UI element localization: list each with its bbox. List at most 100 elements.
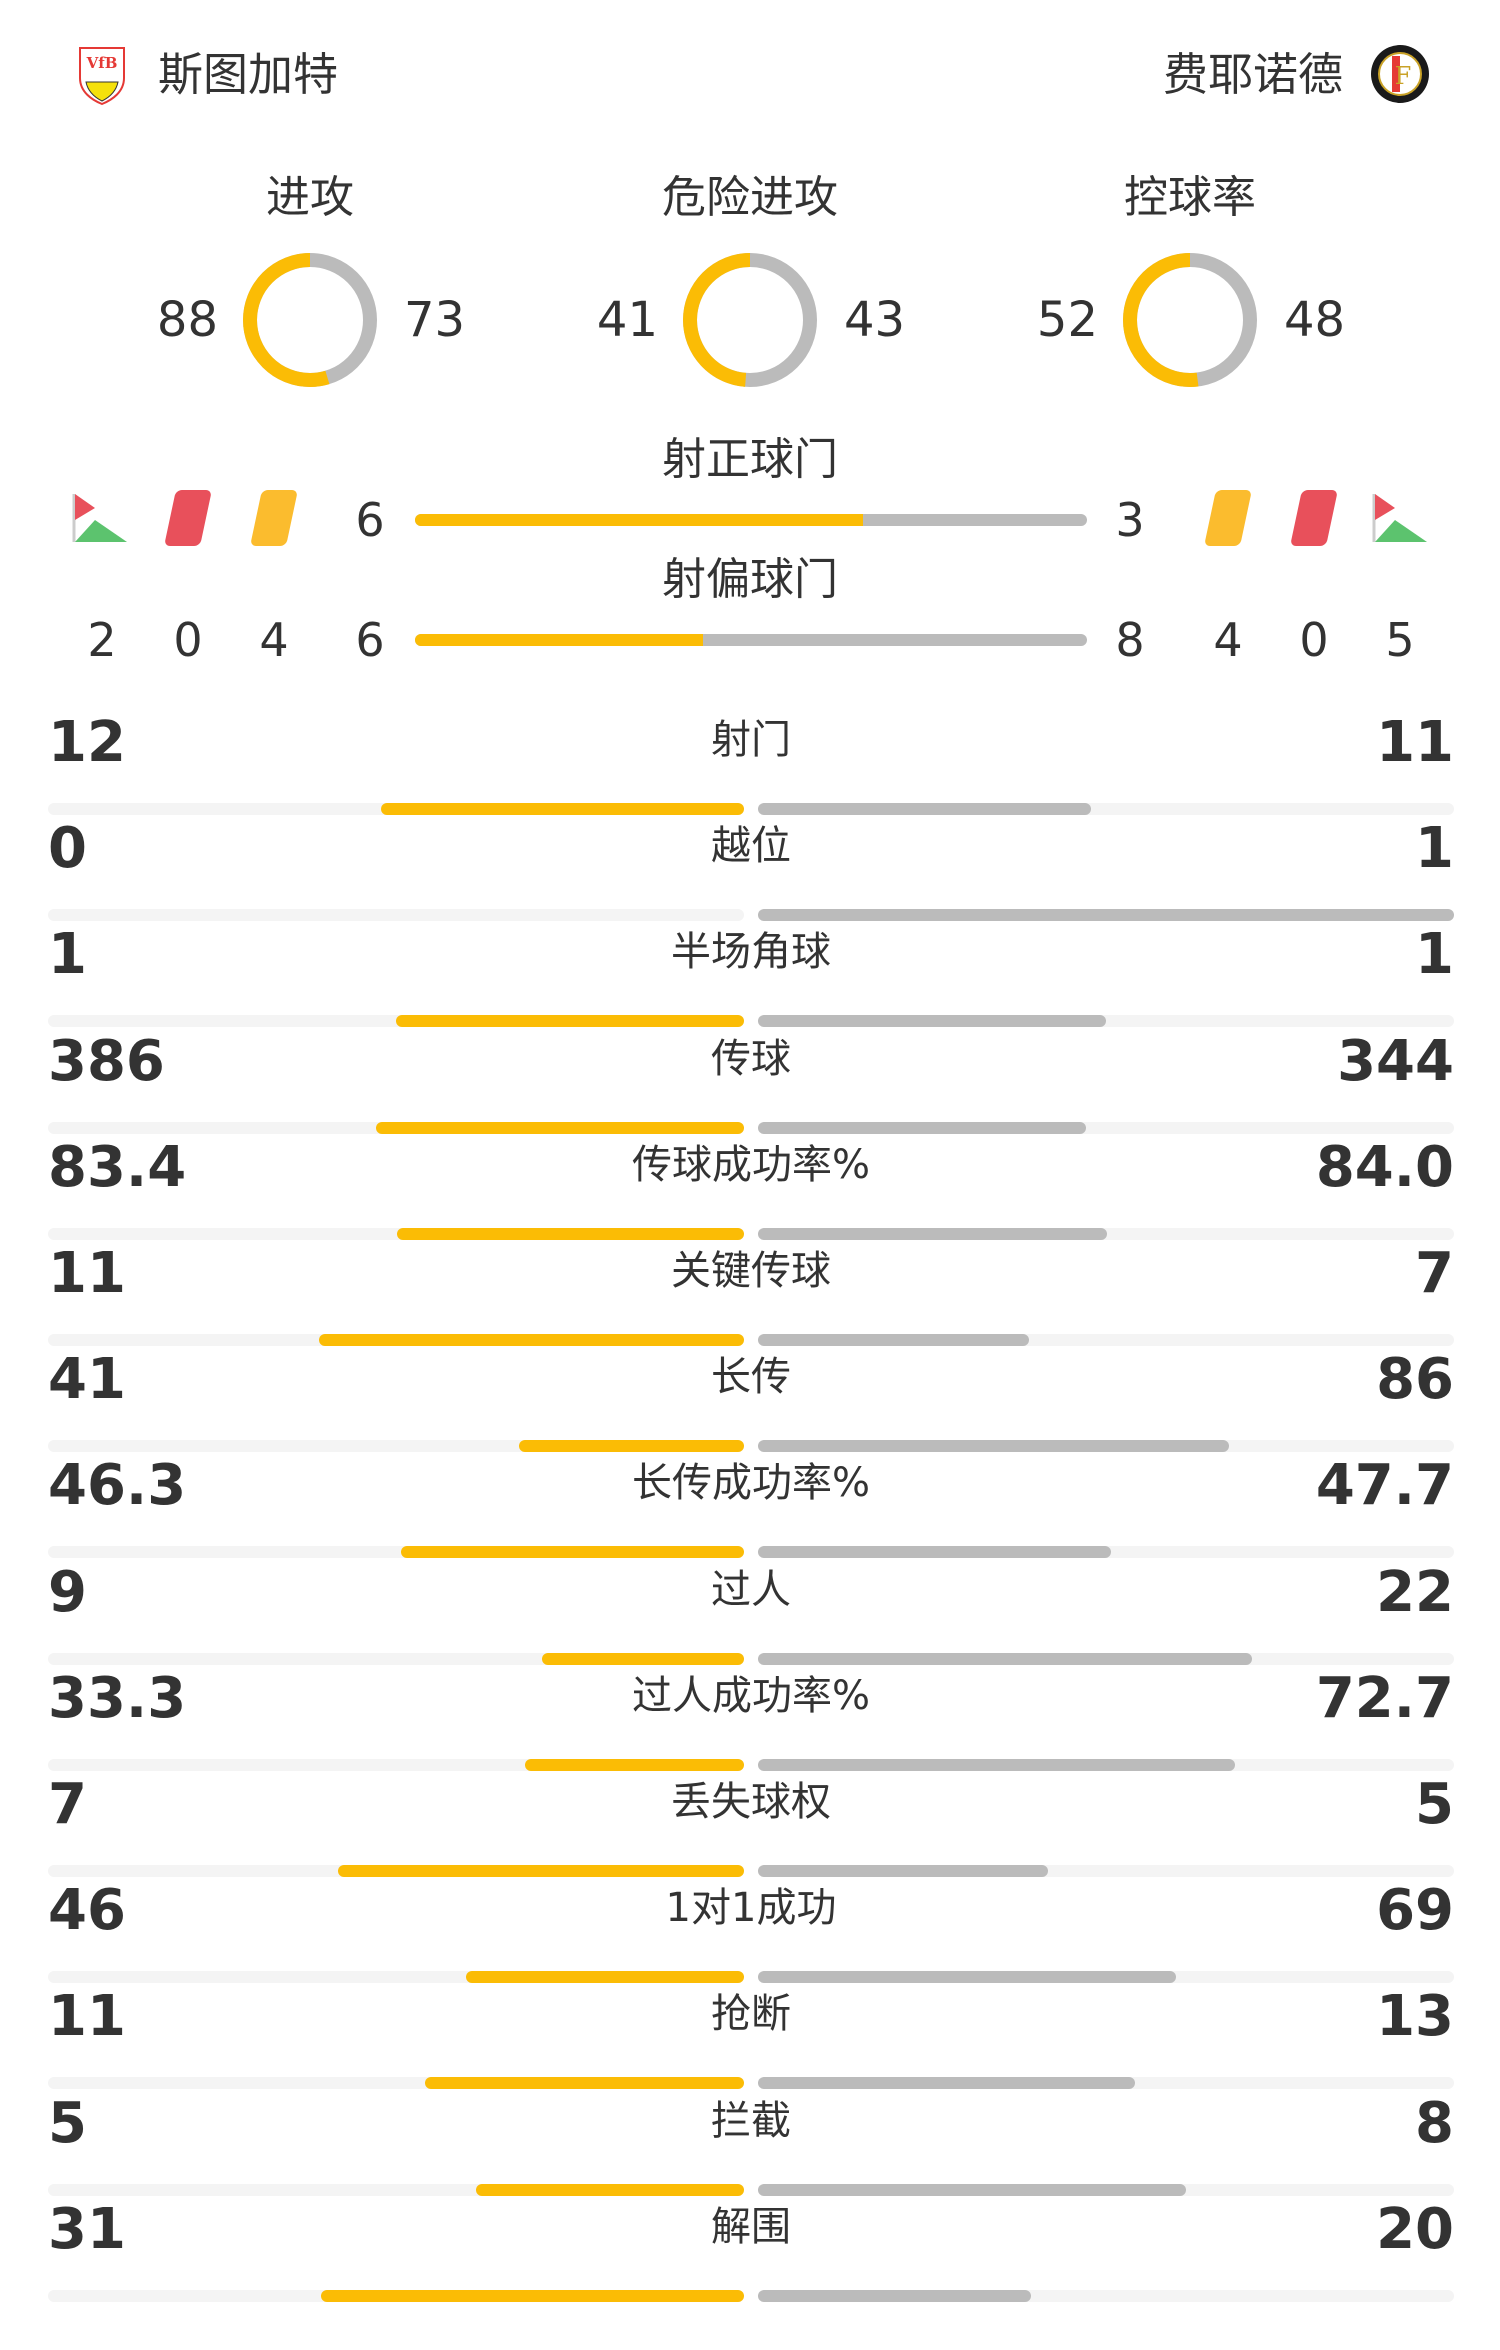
stat-row: 1 半场角球 1: [48, 920, 1454, 1028]
stat-label: 射门: [711, 717, 791, 763]
shots-off-target-bar: [415, 634, 1087, 646]
stat-label: 丢失球权: [671, 1779, 831, 1825]
stat-away-track: [758, 1546, 1454, 1559]
stat-away-bar: [758, 1971, 1176, 1984]
stat-away-bar: [758, 2183, 1187, 2196]
stat-away-value: 20: [1376, 2196, 1454, 2262]
stat-home-bar: [465, 1971, 744, 1984]
stat-home-value: 11: [48, 1241, 126, 1306]
donut-title: 进攻: [266, 172, 354, 223]
stat-away-track: [758, 1334, 1454, 1346]
stat-label: 过人成功率%: [631, 1672, 870, 1719]
stat-home-value: 386: [48, 1028, 165, 1094]
stat-away-bar: [758, 1652, 1252, 1665]
stat-row: 0 越位 1: [48, 814, 1454, 922]
home-yellow-cards-count: 4: [259, 613, 289, 667]
stat-home-value: 33.3: [48, 1665, 187, 1731]
stat-home-bar: [476, 2183, 744, 2196]
stat-home-track: [48, 1334, 744, 1346]
stat-label: 过人: [711, 1566, 791, 1613]
stat-away-track: [758, 803, 1454, 815]
stat-away-bar: [758, 1227, 1108, 1240]
stat-row: 11 关键传球 7: [48, 1239, 1454, 1346]
stat-away-value: 47.7: [1315, 1453, 1454, 1519]
stat-home-track: [48, 1227, 744, 1240]
stat-away-value: 7: [1415, 1241, 1454, 1306]
stat-home-value: 12: [48, 710, 126, 775]
away-corner-flag-icon: [1372, 492, 1430, 548]
stat-home-value: 5: [48, 2090, 87, 2156]
away-red-cards-count: 0: [1299, 613, 1329, 667]
stat-home-track: [48, 2077, 744, 2090]
stat-away-value: 22: [1376, 1559, 1454, 1625]
stat-home-value: 46: [48, 1878, 126, 1944]
stat-away-value: 13: [1376, 1984, 1454, 2050]
donut-away-value: 48: [1284, 292, 1346, 348]
stat-home-bar: [380, 803, 744, 815]
stat-label: 拦截: [711, 2097, 791, 2144]
stat-away-value: 8: [1415, 2090, 1454, 2156]
stat-row: 41 长传 86: [48, 1345, 1454, 1453]
donut-title: 控球率: [1124, 172, 1256, 223]
stat-away-track: [758, 1865, 1454, 1877]
stat-away-value: 1: [1415, 922, 1454, 988]
shots-on-target-home-fill: [415, 514, 863, 526]
stat-label: 传球成功率%: [631, 1141, 870, 1188]
home-shots-on-target: 6: [355, 493, 385, 547]
stat-home-track: [48, 803, 744, 815]
stat-away-bar: [758, 1546, 1112, 1559]
stat-row: 9 过人 22: [48, 1558, 1454, 1665]
stat-home-value: 1: [48, 922, 87, 988]
stat-label: 解围: [711, 2203, 791, 2250]
stat-away-track: [758, 1652, 1454, 1665]
home-team-name: 斯图加特: [158, 48, 339, 101]
stat-away-track: [758, 1227, 1454, 1240]
stat-row: 5 拦截 8: [48, 2089, 1454, 2196]
away-yellow-cards-count: 4: [1213, 613, 1243, 667]
stat-label: 半场角球: [671, 929, 831, 976]
home-shots-off-target: 6: [355, 613, 385, 667]
stat-label: 越位: [711, 823, 791, 870]
stat-row: 46 1对1成功 69: [48, 1876, 1454, 1984]
away-red-card-icon: [1290, 490, 1338, 546]
stat-home-bar: [425, 2077, 744, 2090]
stat-away-value: 11: [1376, 710, 1454, 775]
donut-home-value: 52: [1036, 292, 1098, 348]
stat-away-bar: [758, 2289, 1031, 2302]
stat-row: 83.4 传球成功率% 84.0: [48, 1133, 1454, 1240]
stat-home-bar: [401, 1546, 744, 1559]
stat-away-track: [758, 1971, 1454, 1984]
stat-away-track: [758, 1015, 1454, 1028]
stat-away-bar: [758, 1334, 1029, 1346]
stat-away-track: [758, 909, 1454, 922]
stat-home-value: 7: [48, 1772, 87, 1837]
stat-home-value: 31: [48, 2196, 126, 2262]
stat-away-value: 69: [1376, 1878, 1454, 1944]
stat-home-bar: [519, 1440, 744, 1453]
stat-away-bar: [758, 1758, 1236, 1771]
stat-home-value: 0: [48, 816, 87, 882]
stat-home-value: 11: [48, 1984, 126, 2050]
home-yellow-card-icon: [250, 490, 298, 546]
svg-text:VfB: VfB: [86, 54, 118, 72]
stat-label: 1对1成功: [665, 1885, 837, 1932]
stat-home-value: 41: [48, 1347, 126, 1413]
stat-home-track: [48, 1652, 744, 1665]
away-yellow-card-icon: [1204, 490, 1252, 546]
stat-away-bar: [758, 909, 1454, 922]
home-corners-count: 2: [87, 613, 117, 667]
donut-home-value: 41: [596, 292, 658, 348]
donut-home-arc: [1123, 253, 1257, 387]
stat-home-bar: [397, 1227, 744, 1240]
stat-away-track: [758, 2077, 1454, 2090]
stat-away-track: [758, 1121, 1454, 1134]
stat-row: 31 解围 20: [48, 2195, 1454, 2302]
stat-home-bar: [338, 1865, 744, 1877]
away-shots-off-target: 8: [1115, 613, 1145, 667]
stat-label: 关键传球: [671, 1248, 831, 1294]
stat-home-track: [48, 1865, 744, 1877]
stat-away-track: [758, 2183, 1454, 2196]
stat-home-track: [48, 1121, 744, 1134]
shots-on-target-label: 射正球门: [662, 434, 838, 485]
away-shots-on-target: 3: [1115, 493, 1145, 547]
